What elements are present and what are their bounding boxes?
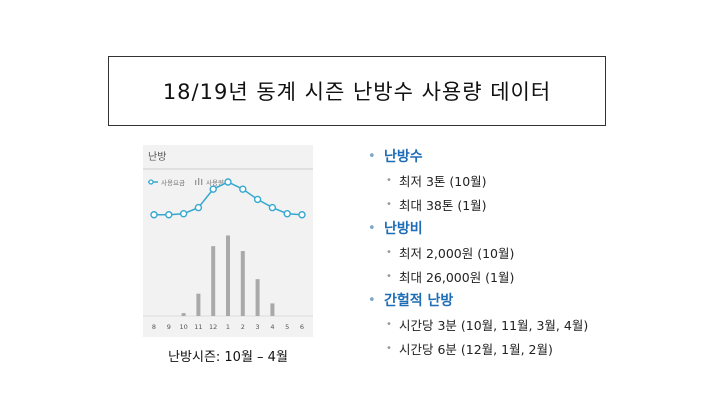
sub-bullet: • 시간당 6분 (12월, 1월, 2월) bbox=[368, 336, 708, 360]
line-point-4 bbox=[268, 203, 277, 212]
sub-bullet-dot-icon: • bbox=[386, 246, 392, 258]
heating-chart: 난방 사용요금 사용량 8 9 10 11 12 1 2 3 4 5 6 bbox=[143, 145, 313, 337]
bullet-heating-water: • 난방수 bbox=[368, 144, 708, 168]
sub-bullet: • 최대 26,000원 (1월) bbox=[368, 264, 708, 288]
heating-chart-svg: 난방 사용요금 사용량 8 9 10 11 12 1 2 3 4 5 6 bbox=[143, 151, 313, 331]
x-tick-5: 5 bbox=[285, 323, 289, 331]
bar-2 bbox=[240, 251, 245, 316]
bar-4 bbox=[270, 303, 275, 316]
x-tick-6: 6 bbox=[300, 323, 304, 331]
chart-caption: 난방시즌: 10월 – 4월 bbox=[168, 350, 288, 365]
bullet-heating-cost: • 난방비 bbox=[368, 216, 708, 240]
legend-line-marker-icon bbox=[148, 179, 154, 185]
sub-bullet-dot-icon: • bbox=[386, 318, 392, 330]
x-tick-3: 3 bbox=[256, 323, 260, 331]
sub-bullet: • 시간당 3분 (10월, 11월, 3월, 4월) bbox=[368, 312, 708, 336]
bar-3 bbox=[255, 279, 260, 316]
sub-bullet-dot-icon: • bbox=[386, 198, 392, 210]
x-tick-10: 10 bbox=[179, 323, 187, 331]
bullet-intermittent-heating: • 간헐적 난방 bbox=[368, 288, 708, 312]
legend-bar-icon-3 bbox=[201, 179, 203, 185]
chart-panel-title: 난방 bbox=[148, 151, 166, 163]
sub-bullet: • 최저 2,000원 (10월) bbox=[368, 240, 708, 264]
sub-bullet-text: 최대 38톤 (1월) bbox=[399, 197, 487, 213]
chart-x-ticks: 8 9 10 11 12 1 2 3 4 5 6 bbox=[152, 323, 304, 331]
line-point-11 bbox=[194, 203, 203, 212]
chart-line-points bbox=[150, 178, 306, 219]
bullet-list: • 난방수 • 최저 3톤 (10월) • 최대 38톤 (1월) • 난방비 … bbox=[368, 144, 708, 360]
sub-bullet-text: 최저 2,000원 (10월) bbox=[399, 245, 515, 261]
slide-title: 18/19년 동계 시즌 난방수 사용량 데이터 bbox=[108, 56, 606, 126]
legend-bar-label: 사용량 bbox=[206, 178, 224, 187]
line-point-2 bbox=[239, 185, 247, 193]
bullet-label: 난방수 bbox=[384, 149, 423, 165]
legend-bar-icon-2 bbox=[198, 178, 200, 185]
line-point-3 bbox=[253, 195, 262, 204]
chart-bars bbox=[181, 235, 275, 316]
bullet-label: 간헐적 난방 bbox=[384, 293, 454, 309]
sub-bullet-dot-icon: • bbox=[386, 342, 392, 354]
sub-bullet-text: 최저 3톤 (10월) bbox=[399, 173, 487, 189]
legend-bar-icon-1 bbox=[195, 180, 197, 185]
sub-bullet-text: 최대 26,000원 (1월) bbox=[399, 269, 515, 285]
line-point-1 bbox=[224, 178, 232, 186]
bullet-dot-icon: • bbox=[368, 292, 376, 308]
sub-bullet: • 최저 3톤 (10월) bbox=[368, 168, 708, 192]
bar-1 bbox=[226, 235, 230, 316]
line-point-9 bbox=[165, 211, 173, 219]
bullet-dot-icon: • bbox=[368, 220, 376, 236]
sub-bullet: • 최대 38톤 (1월) bbox=[368, 192, 708, 216]
line-point-5 bbox=[283, 210, 291, 218]
bar-10 bbox=[181, 313, 186, 316]
sub-bullet-text: 시간당 3분 (10월, 11월, 3월, 4월) bbox=[399, 317, 589, 333]
bar-11 bbox=[196, 293, 201, 316]
x-tick-12: 12 bbox=[209, 323, 217, 331]
sub-bullet-dot-icon: • bbox=[386, 174, 392, 186]
x-tick-4: 4 bbox=[270, 323, 274, 331]
x-tick-2: 2 bbox=[241, 323, 245, 331]
x-tick-1: 1 bbox=[226, 323, 230, 331]
line-point-12 bbox=[209, 185, 217, 193]
line-point-8 bbox=[150, 211, 158, 219]
legend-line-label: 사용요금 bbox=[161, 178, 185, 187]
chart-legend: 사용요금 사용량 bbox=[148, 178, 224, 187]
sub-bullet-dot-icon: • bbox=[386, 270, 392, 282]
x-tick-8: 8 bbox=[152, 323, 156, 331]
x-tick-11: 11 bbox=[194, 323, 202, 331]
slide-title-text: 18/19년 동계 시즌 난방수 사용량 데이터 bbox=[162, 80, 552, 104]
bullet-label: 난방비 bbox=[384, 221, 423, 237]
line-point-6 bbox=[298, 211, 306, 219]
line-point-10 bbox=[179, 210, 188, 218]
sub-bullet-text: 시간당 6분 (12월, 1월, 2월) bbox=[399, 341, 553, 357]
bar-12 bbox=[211, 246, 216, 316]
x-tick-9: 9 bbox=[167, 323, 171, 331]
bullet-dot-icon: • bbox=[368, 148, 376, 164]
